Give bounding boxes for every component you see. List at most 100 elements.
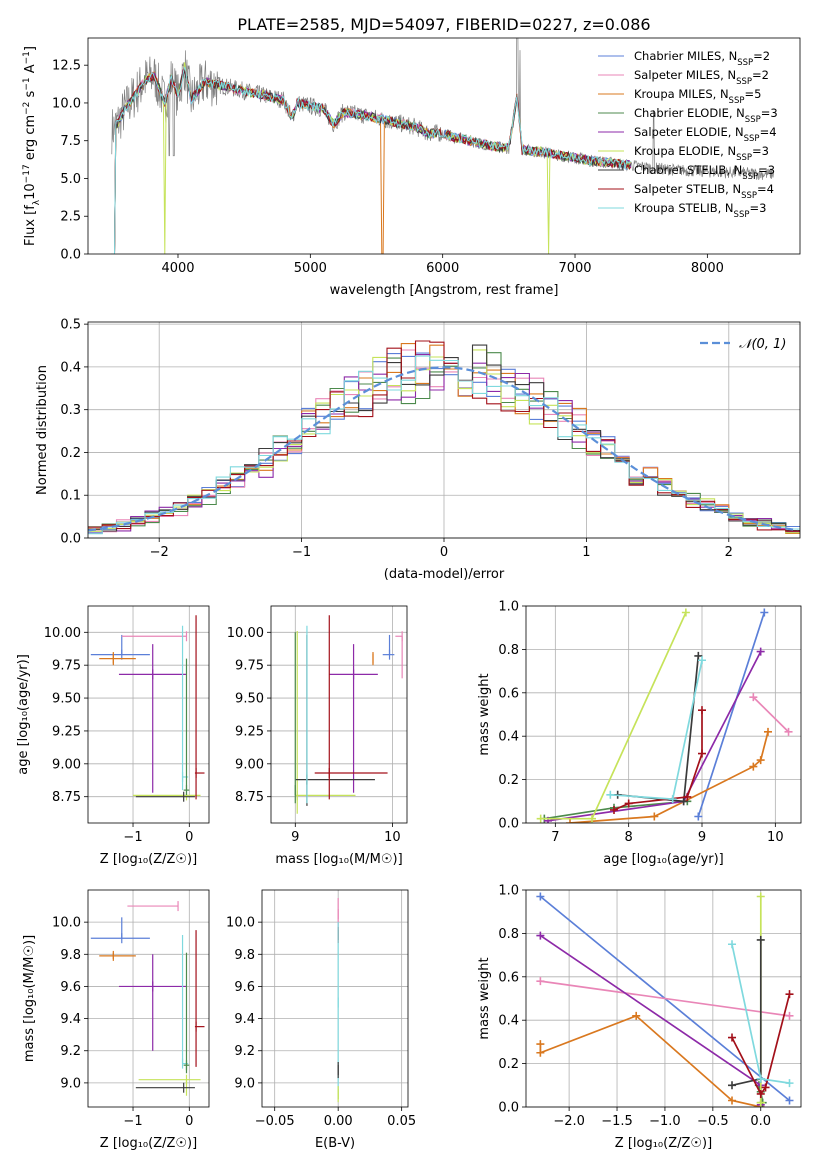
legend-label: Kroupa MILES, NSSP=5 bbox=[634, 87, 761, 106]
age_vs_mass-xlabel: mass [log₁₀(M/M☉)] bbox=[275, 852, 402, 867]
age_vs_Z-xtick-label: 0 bbox=[185, 830, 193, 845]
weight_vs_age-ytick-label: 1.0 bbox=[498, 600, 519, 615]
weight-marker bbox=[728, 940, 737, 949]
legend-label-count: =2 bbox=[753, 49, 770, 63]
mass_vs_ebv-ytick-label: 9.2 bbox=[234, 1044, 255, 1059]
histogram-step bbox=[88, 340, 800, 532]
residuals-xtick-label: −2 bbox=[150, 545, 169, 560]
weight_vs_Z-xlabel: Z [log₁₀(Z/Z☉)] bbox=[615, 1136, 712, 1151]
weight-marker bbox=[536, 1048, 545, 1057]
weight-marker bbox=[764, 727, 772, 736]
mass_vs_Z-ytick-label: 9.4 bbox=[60, 1012, 81, 1027]
weight_vs_Z-xtick-label: −2.0 bbox=[553, 1114, 585, 1129]
weight-marker bbox=[566, 819, 574, 823]
weight-marker bbox=[536, 1040, 545, 1049]
weight-marker bbox=[698, 706, 706, 715]
weight_vs_age-xlabel: age [log₁₀(age/yr)] bbox=[603, 852, 724, 867]
legend-label-count: =3 bbox=[752, 144, 769, 158]
legend-label-count: =4 bbox=[757, 182, 774, 196]
age_vs_mass-ytick-label: 9.00 bbox=[235, 757, 264, 772]
weight-marker bbox=[760, 608, 769, 617]
weight_vs_age-ytick-label: 0.2 bbox=[498, 773, 519, 788]
weight_vs_age-xtick-label: 9 bbox=[698, 830, 706, 845]
mass_vs_ebv-ytick-label: 9.4 bbox=[234, 1012, 255, 1027]
spectrum-xtick-label: 8000 bbox=[691, 261, 724, 276]
mass_vs_Z-xtick-label: 0 bbox=[185, 1114, 193, 1129]
spectrum-xtick-label: 5000 bbox=[294, 261, 327, 276]
weight-marker bbox=[756, 647, 765, 656]
residuals-xlabel: (data-model)/error bbox=[384, 567, 505, 582]
axes-frame bbox=[87, 321, 801, 539]
mass_vs_ebv-xtick-label: 0.00 bbox=[324, 1114, 353, 1129]
weight_vs_age-ytick-label: 0.0 bbox=[498, 817, 519, 832]
residuals-ylabel: Normed distribution bbox=[35, 365, 50, 495]
weight-marker bbox=[694, 651, 703, 660]
age_vs_Z-ytick-label: 10.00 bbox=[44, 626, 81, 641]
weight-marker bbox=[756, 892, 765, 901]
spectrum-panel: 4000 5000 6000 7000 8000 0.0 2.5 5.0 7.5 10.0 12.5… bbox=[22, 37, 801, 298]
weight-marker bbox=[588, 814, 596, 823]
legend-label-sub: SSP bbox=[737, 58, 753, 68]
legend-label-count: =4 bbox=[760, 125, 777, 139]
weight-marker bbox=[668, 795, 677, 804]
weight-marker bbox=[756, 1098, 765, 1107]
weight-marker bbox=[756, 756, 765, 765]
legend-label-count: =5 bbox=[744, 87, 761, 101]
weight-marker bbox=[606, 790, 615, 799]
mass_vs_ebv-panel: −0.05 0.00 0.05 9.0 9.2 9.4 9.6 9.8 10.0 E(B-V) bbox=[226, 889, 416, 1151]
weight-marker bbox=[694, 812, 703, 821]
weight_vs_Z-xtick-label: 0.0 bbox=[750, 1114, 771, 1129]
residuals-ytick-label: 0.1 bbox=[60, 489, 81, 504]
residuals-xtick-label: 1 bbox=[582, 545, 590, 560]
age_vs_Z-xlabel: Z [log₁₀(Z/Z☉)] bbox=[100, 852, 197, 867]
mass_vs_ebv-xlabel: E(B-V) bbox=[315, 1136, 355, 1151]
spectrum-ylabel: Flux [fλ10−17 erg cm−2 s−1 A−1] bbox=[22, 46, 42, 246]
age_vs_Z-ytick-label: 9.50 bbox=[52, 692, 81, 707]
legend-label: Chabrier ELODIE, NSSP=3 bbox=[634, 106, 778, 125]
weight_vs_Z-ytick-label: 0.6 bbox=[498, 970, 519, 985]
weight-marker bbox=[785, 1011, 794, 1020]
weight-marker bbox=[749, 762, 758, 771]
age_vs_mass-xtick-label: 9 bbox=[291, 830, 299, 845]
axes-frame bbox=[87, 889, 210, 1108]
axes-frame bbox=[87, 605, 210, 824]
age_vs_Z-grid bbox=[88, 606, 209, 823]
weight-marker bbox=[681, 608, 690, 617]
legend-label-sub: SSP bbox=[742, 172, 758, 182]
weight-marker bbox=[756, 1074, 765, 1083]
legend-label-sub: SSP bbox=[736, 77, 752, 87]
legend-label-sub: SSP bbox=[729, 96, 745, 106]
axes-frame bbox=[261, 889, 409, 1108]
legend-label: Salpeter STELIB, NSSP=4 bbox=[634, 182, 774, 201]
spectrum-ytick-label: 2.5 bbox=[60, 210, 81, 225]
weight-marker bbox=[698, 749, 706, 758]
legend-label-sub: SSP bbox=[736, 153, 752, 163]
age_vs_Z-ylabel: age [log₁₀(age/yr)] bbox=[16, 654, 31, 775]
legend-label: Kroupa STELIB, NSSP=3 bbox=[634, 201, 766, 220]
mass_vs_ebv-ytick-label: 9.8 bbox=[234, 948, 255, 963]
age_vs_mass-plot-area bbox=[294, 615, 403, 814]
legend-label-count: =3 bbox=[758, 163, 775, 177]
weight-line bbox=[540, 612, 687, 820]
weight_vs_age-panel: 7 8 9 10 0.0 0.2 0.4 0.6 0.8 1.0 age [log₁₀(age/yr… bbox=[477, 600, 802, 867]
weight_vs_Z-xtick-label: −1.0 bbox=[649, 1114, 681, 1129]
spectrum-ylabel-part: −1 bbox=[22, 51, 32, 64]
age_vs_Z-ytick-label: 9.75 bbox=[52, 659, 81, 674]
weight-line bbox=[539, 1014, 761, 1107]
mass_vs_Z-grid bbox=[88, 890, 209, 1107]
legend-label: Chabrier MILES, NSSP=2 bbox=[634, 49, 770, 68]
weight-line bbox=[752, 696, 790, 733]
mass_vs_Z-ytick-label: 9.0 bbox=[60, 1076, 81, 1091]
legend-label-sub: SSP bbox=[741, 191, 757, 201]
spectrum-ylabel-part: s bbox=[23, 90, 38, 101]
age_vs_Z-plot-area bbox=[90, 615, 205, 802]
weight-marker bbox=[785, 990, 794, 999]
weight_vs_Z-plot-area bbox=[536, 892, 794, 1107]
spectrum-ylabel-part: −17 bbox=[22, 164, 32, 183]
residuals-xtick-label: 2 bbox=[725, 545, 733, 560]
residuals-ytick-label: 0.3 bbox=[60, 403, 81, 418]
weight-marker bbox=[650, 812, 659, 821]
legend-label-count: =3 bbox=[749, 201, 766, 215]
weight_vs_age-ytick-label: 0.8 bbox=[498, 643, 519, 658]
